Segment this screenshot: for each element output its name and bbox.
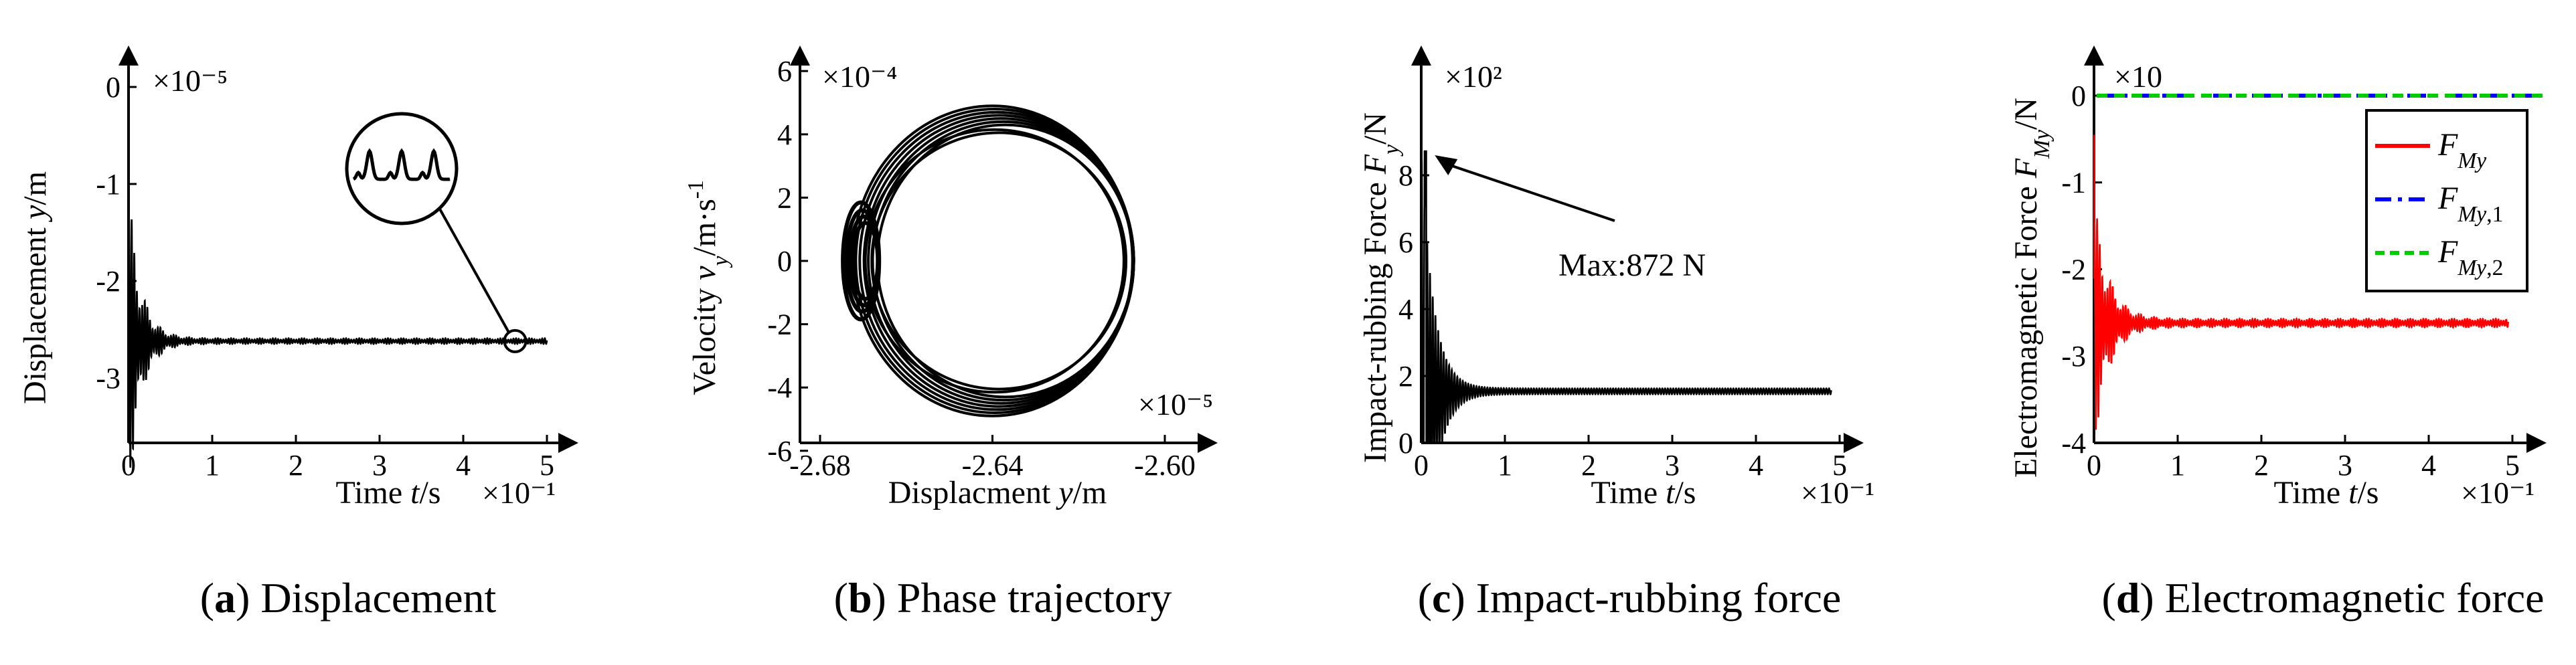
x-tick-label: 5 (2505, 449, 2520, 482)
y-tick-label: 0 (2071, 80, 2086, 112)
legend-box (2365, 109, 2528, 292)
x-tick-label: 2 (1581, 449, 1596, 482)
y-tick-label: 6 (1398, 226, 1413, 259)
y-tick-label: -2 (2061, 253, 2086, 286)
x-tick-label: 0 (121, 449, 136, 482)
y-exponent-label: ×10 (2114, 60, 2162, 94)
legend-label-F_My,1: FMy,1 (2437, 181, 2503, 227)
y-tick-label: -3 (96, 362, 120, 395)
y-tick-label: 6 (777, 55, 792, 88)
x-tick-label: -2.64 (962, 449, 1024, 482)
annotation-arrowhead (1435, 155, 1458, 175)
y-tick-label: 4 (1398, 293, 1413, 326)
panel-b: -2.68 -2.64 -2.60 6 4 2 0 -2 -4 -6 ×10⁻⁵ ×10⁻⁴ Displ… (683, 45, 1218, 622)
x-axis-label: Time t/s (2274, 475, 2379, 510)
y-axis-label: Velocity vy/m·s-1 (683, 180, 733, 395)
y-tick-label: 2 (1398, 360, 1413, 393)
phase-inner-loop (850, 221, 880, 301)
x-axis-label: Time t/s (336, 475, 441, 510)
panel-c: 0 1 2 3 4 5 0 2 4 6 8 ×10⁻¹ ×10² Time t/s Impact-rubbi… (1358, 45, 1874, 622)
y-tick-label: -3 (2061, 340, 2086, 373)
y-tick-label: -1 (2061, 167, 2086, 199)
subfigure-caption: (d) Electromagnetic force (2102, 574, 2545, 622)
y-tick-label: -4 (767, 371, 792, 404)
subfigure-caption: (c) Impact-rubbing force (1418, 574, 1842, 622)
x-tick-label: 5 (540, 449, 554, 482)
y-tick-label: 8 (1398, 159, 1413, 192)
zoom-marker (503, 328, 528, 353)
y-axis-arrowhead (790, 45, 810, 66)
subfigure-caption: (a) Displacement (200, 574, 497, 622)
x-tick-label: 5 (1832, 449, 1847, 482)
series-line-y (127, 101, 548, 468)
y-exponent-label: ×10² (1445, 60, 1502, 94)
x-tick-label: 4 (2421, 449, 2436, 482)
phase-orbit (864, 128, 1125, 394)
x-axis-arrowhead (558, 433, 578, 453)
y-tick-label: 4 (777, 118, 792, 151)
y-tick-label: -2 (767, 308, 792, 341)
y-exponent-label: ×10⁻⁵ (153, 64, 228, 98)
x-axis-arrowhead (1844, 433, 1864, 453)
x-tick-label: 4 (1749, 449, 1763, 482)
y-axis-arrowhead (2084, 45, 2104, 66)
x-exponent-label: ×10⁻¹ (2461, 476, 2534, 510)
y-tick-label: -2 (96, 265, 120, 298)
y-tick-label: 0 (106, 71, 120, 104)
x-tick-label: 3 (1665, 449, 1680, 482)
panel-a: 0 1 2 3 4 5 0 -1 -2 -3 ×10⁻¹ ×10⁻⁵ Time t/s Displacem… (17, 45, 578, 622)
legend: FMy FMy,1 FMy,2 (2365, 109, 2528, 292)
x-tick-label: 1 (1498, 449, 1512, 482)
y-axis-label: Displacement y/m (17, 171, 53, 404)
x-tick-label: 3 (372, 449, 387, 482)
x-tick-label: -2.60 (1134, 449, 1196, 482)
x-tick-label: 2 (2254, 449, 2269, 482)
y-axis-arrowhead (118, 45, 139, 66)
y-axis-label: Impact-rubbing Force Fy/N (1358, 112, 1404, 463)
legend-label-F_My,2: FMy,2 (2437, 234, 2503, 280)
x-exponent-label: ×10⁻¹ (1801, 476, 1874, 510)
zoom-inset (345, 112, 459, 225)
y-tick-label: -1 (96, 168, 120, 201)
y-tick-label: 0 (777, 245, 792, 278)
x-tick-label: 0 (1414, 449, 1429, 482)
x-tick-label: 3 (2338, 449, 2352, 482)
y-tick-label: -4 (2061, 427, 2086, 460)
panel-d: 0 1 2 3 4 5 0 -1 -2 -3 -4 ×10⁻¹ ×10 Time t/s Electroma… (2008, 45, 2547, 622)
x-exponent-label: ×10⁻⁵ (1138, 387, 1213, 421)
phase-orbit (870, 131, 1128, 391)
x-axis-label: Displacment y/m (888, 475, 1107, 510)
x-tick-label: 0 (2087, 449, 2101, 482)
x-tick-label: 1 (2170, 449, 2185, 482)
annotation-arrow-line (1447, 163, 1615, 222)
x-axis-arrowhead (1198, 433, 1218, 453)
subfigure-caption: (b) Phase trajectory (834, 574, 1172, 622)
x-tick-label: 4 (456, 449, 471, 482)
x-tick-label: -2.68 (789, 449, 851, 482)
x-tick-label: 1 (205, 449, 220, 482)
series-line-F_y (1420, 150, 1832, 444)
zoom-leader-line (434, 200, 510, 332)
x-axis-arrowhead (2526, 433, 2547, 453)
y-tick-label: 0 (1398, 427, 1413, 460)
zoom-inset-signal (352, 148, 451, 181)
x-exponent-label: ×10⁻¹ (482, 476, 556, 510)
y-axis-arrowhead (1411, 45, 1431, 66)
x-axis-label: Time t/s (1591, 475, 1696, 510)
y-tick-label: 2 (777, 181, 792, 214)
series-line-F_My (2093, 134, 2510, 430)
legend-label-F_My: FMy (2437, 127, 2486, 173)
max-force-annotation: Max:872 N (1558, 248, 1706, 283)
y-axis-label: Electromagnetic Force FMy/N (2008, 98, 2055, 478)
y-tick-label: -6 (767, 435, 792, 468)
x-tick-label: 2 (289, 449, 303, 482)
y-exponent-label: ×10⁻⁴ (822, 60, 897, 94)
